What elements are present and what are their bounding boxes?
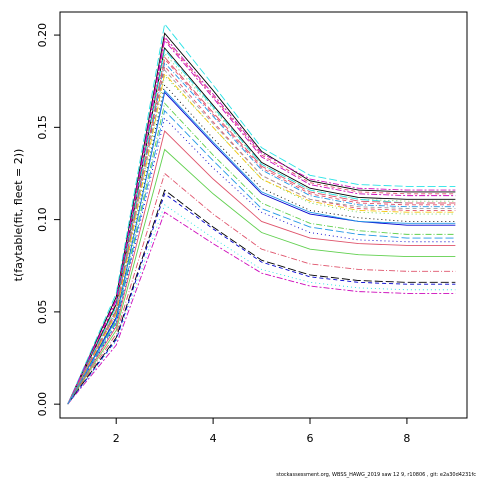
series-line-9 xyxy=(67,74,456,405)
x-tick-label: 6 xyxy=(307,432,314,445)
series-line-24 xyxy=(67,204,456,405)
series-line-3 xyxy=(67,52,456,405)
y-axis: 0.00 0.05 0.10 0.15 0.20 xyxy=(36,23,60,417)
series-line-13 xyxy=(67,65,456,405)
series-line-2 xyxy=(67,37,456,405)
series-line-25 xyxy=(67,69,456,405)
x-axis: 2 4 6 8 xyxy=(113,418,410,445)
y-tick-label: 0.00 xyxy=(36,392,49,417)
series-line-4 xyxy=(67,61,456,405)
series-line-16 xyxy=(67,109,456,405)
x-tick-label: 4 xyxy=(210,432,217,445)
series-line-18 xyxy=(67,130,456,405)
plot-frame xyxy=(59,11,468,419)
series-line-6 xyxy=(67,35,456,405)
footer-note: stockassessment.org, WBSS_HAWG_2019 saw … xyxy=(276,472,476,478)
series-line-22 xyxy=(67,193,456,405)
series-line-26 xyxy=(67,72,456,405)
y-tick-label: 0.20 xyxy=(36,23,49,48)
x-tick-label: 2 xyxy=(113,432,120,445)
series-line-11 xyxy=(67,48,456,405)
y-tick-label: 0.05 xyxy=(36,300,49,325)
series-line-1 xyxy=(67,32,456,405)
series-line-17 xyxy=(67,117,456,405)
series-line-20 xyxy=(67,172,456,405)
series-line-10 xyxy=(67,91,456,405)
series-line-21 xyxy=(67,189,456,405)
series-line-19 xyxy=(67,148,456,405)
series-line-27 xyxy=(67,56,456,405)
series-line-28 xyxy=(67,89,456,405)
x-tick-label: 8 xyxy=(403,432,410,445)
series-line-15 xyxy=(67,102,456,405)
y-tick-label: 0.15 xyxy=(36,115,49,140)
series-line-7 xyxy=(67,46,456,405)
series-line-8 xyxy=(67,58,456,405)
series-line-12 xyxy=(67,39,456,405)
y-axis-title: t(faytable(fit, fleet = 2)) xyxy=(12,149,25,282)
series-group xyxy=(67,22,456,405)
series-line-5 xyxy=(67,22,456,405)
y-tick-label: 0.10 xyxy=(36,207,49,232)
series-line-23 xyxy=(67,211,456,405)
